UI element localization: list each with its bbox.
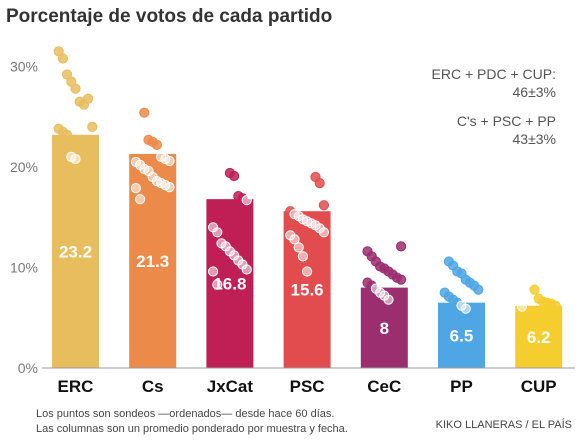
poll-point-psc (297, 251, 308, 262)
chart-title: Porcentaje de votos de cada partido (6, 6, 332, 27)
y-tick-label: 20% (10, 159, 38, 175)
poll-point-psc (318, 200, 329, 211)
category-label-cec: CeC (367, 377, 401, 396)
poll-point-psc (302, 266, 313, 277)
value-label-cec: 8 (380, 319, 389, 338)
value-label-pp: 6.5 (450, 326, 474, 345)
annotation-1-line1: ERC + PDC + CUP: (432, 66, 556, 82)
y-tick-label: 0% (18, 360, 38, 376)
poll-point-jxcat (241, 264, 252, 275)
poll-point-cs (151, 139, 162, 150)
category-labels-group: ERC Cs JxCat PSC CeC PP CUP (58, 377, 557, 396)
poll-point-jxcat (212, 279, 223, 290)
poll-point-erc (62, 129, 73, 140)
value-label-psc: 15.6 (291, 281, 324, 300)
value-label-cup: 6.2 (527, 328, 551, 347)
category-label-psc: PSC (290, 377, 325, 396)
annotation-2-line2: 43±3% (513, 131, 557, 147)
footnote-line-1: Los puntos son sondeos —ordenados— desde… (36, 408, 334, 420)
footnote-line-2: Las columnas son un promedio ponderado p… (36, 423, 348, 435)
poll-point-psc (289, 234, 300, 245)
bars-group (52, 134, 563, 368)
poll-point-erc (87, 121, 98, 132)
y-tick-label: 30% (10, 59, 38, 75)
poll-point-jxcat (229, 170, 240, 182)
poll-point-cs (135, 194, 146, 205)
y-tick-label: 10% (10, 260, 38, 276)
annotation-1-line2: 46±3% (513, 84, 557, 100)
poll-point-jxcat (212, 227, 223, 238)
category-label-pp: PP (450, 377, 473, 396)
value-label-cs: 21.3 (136, 252, 169, 271)
poll-point-cup (516, 301, 528, 312)
poll-point-cec (396, 274, 407, 285)
poll-point-psc (314, 178, 325, 189)
value-labels-group: 23.2 21.3 16.8 15.6 8 6.5 6.2 (59, 242, 551, 346)
value-label-erc: 23.2 (59, 242, 92, 261)
poll-point-cs (139, 107, 150, 118)
bar-erc (52, 134, 99, 368)
category-label-cup: CUP (521, 377, 557, 396)
poll-point-pp (473, 284, 484, 295)
poll-points-group (53, 46, 561, 314)
poll-point-cs (164, 155, 175, 167)
poll-point-psc (318, 227, 329, 238)
bar-cup (515, 305, 563, 368)
poll-point-jxcat (208, 266, 219, 277)
poll-point-cec (396, 241, 407, 252)
annotation-2-line1: C's + PSC + PP (457, 113, 556, 129)
category-label-jxcat: JxCat (207, 377, 254, 396)
poll-point-erc (70, 153, 81, 165)
poll-point-psc (293, 242, 304, 253)
poll-point-erc (70, 83, 81, 94)
poll-point-erc (83, 93, 94, 104)
category-label-cs: Cs (142, 377, 164, 396)
poll-point-jxcat (241, 195, 252, 206)
poll-point-pp (460, 303, 471, 314)
value-label-jxcat: 16.8 (213, 275, 246, 294)
poll-point-cup (529, 284, 540, 295)
bar-pp (438, 302, 485, 368)
credit: KIKO LLANERAS / EL PAÍS (436, 418, 572, 431)
poll-point-cs (130, 183, 141, 194)
poll-point-cs (164, 182, 175, 193)
poll-point-cec (383, 294, 394, 305)
y-axis: 0% 10% 20% 30% (10, 59, 38, 377)
poll-point-cup (550, 300, 561, 311)
category-label-erc: ERC (58, 377, 94, 396)
poll-point-erc (57, 53, 69, 64)
